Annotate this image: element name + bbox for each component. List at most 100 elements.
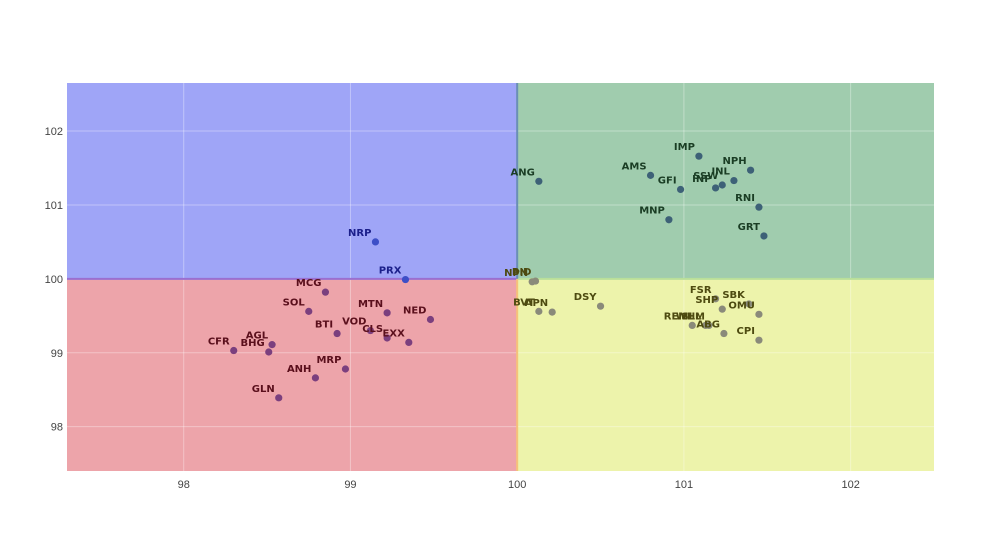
data-point[interactable] [711,295,720,303]
point-label: DSY [574,292,598,303]
point-label: CLS [362,324,383,335]
point-label: INL [711,167,730,178]
x-tick-label: 99 [344,479,356,491]
point-label: EXX [383,328,406,339]
data-point[interactable] [755,203,763,211]
x-tick-label: 102 [841,479,859,491]
data-point[interactable] [548,308,556,316]
data-point[interactable] [535,307,543,315]
quadrant-top-right [517,83,934,279]
point-label: SHP [695,295,718,306]
quadrant-backgrounds [67,83,934,471]
point-label: GFI [658,175,677,186]
data-point[interactable] [711,184,720,192]
data-point[interactable] [755,310,763,318]
point-label: CPI [737,326,755,337]
point-label: MTN [358,299,383,310]
data-point[interactable] [401,275,410,284]
point-label: AGL [246,331,269,342]
data-point[interactable] [535,177,543,185]
data-point[interactable] [366,326,375,335]
point-label: BTI [315,320,333,331]
data-point[interactable] [720,329,728,338]
point-label: MRP [316,355,341,366]
quadrant-dividers [67,83,934,471]
point-label: NRP [348,228,371,239]
data-point[interactable] [383,334,391,342]
point-label: ANG [511,167,535,178]
point-label: GLN [252,384,275,395]
point-label: INP [692,174,711,185]
point-label: MNP [639,206,665,217]
point-label: SSW [693,171,718,182]
point-label: BVT [513,297,535,308]
data-point[interactable] [371,238,380,246]
point-label: SBK [722,290,746,301]
x-tick-label: 100 [508,479,526,491]
x-axis-ticks: 98 99 100 101 102 [178,479,860,491]
data-point[interactable] [230,346,238,355]
data-point[interactable] [268,341,276,349]
y-tick-label: 102 [45,126,63,138]
quadrant-bottom-left [67,278,518,471]
point-label: SLM [681,311,705,322]
point-label: AMS [622,161,647,172]
point-label: NPN [504,268,528,279]
point-label: SOL [283,297,306,308]
point-label: NED [403,305,427,316]
data-point[interactable] [760,232,768,240]
point-label: NPH [723,156,747,167]
data-point[interactable] [341,365,350,373]
data-point[interactable] [383,309,391,317]
point-label: OMU [728,300,755,311]
point-label: APN [525,298,548,309]
data-point[interactable] [665,216,673,224]
data-point[interactable] [426,315,435,324]
point-label: CFR [208,337,230,348]
data-point[interactable] [646,171,655,179]
y-tick-label: 101 [45,200,63,212]
point-label: REM [664,311,689,322]
data-point[interactable] [755,336,763,344]
y-tick-label: 99 [51,348,63,360]
point-label: WHL [676,311,702,322]
y-tick-label: 98 [51,422,63,434]
data-point[interactable] [305,307,313,315]
point-label: PRX [379,266,402,277]
data-point[interactable] [321,288,330,296]
data-point[interactable] [718,305,726,313]
data-point[interactable] [730,176,738,185]
point-label: BID [512,267,532,278]
point-label: ABG [696,320,720,331]
data-point[interactable] [746,166,755,174]
data-point[interactable] [705,321,713,330]
point-label: MCG [296,278,322,289]
data-point[interactable] [676,185,685,194]
y-tick-label: 100 [45,274,63,286]
y-axis-ticks: 98 99 100 101 102 [45,126,63,434]
data-point[interactable] [311,374,320,382]
data-point[interactable] [275,394,283,402]
quadrant-top-left [67,83,518,279]
point-label: ANH [287,364,311,375]
data-point[interactable] [688,321,696,330]
quadrant-bottom-right [517,278,934,471]
x-tick-label: 101 [675,479,693,491]
data-point[interactable] [531,277,540,285]
data-point[interactable] [695,152,703,160]
data-point[interactable] [333,329,341,338]
data-point[interactable] [596,302,605,310]
point-label: BHG [241,338,265,349]
point-label: VOD [342,317,366,328]
point-label: RNI [735,193,755,204]
data-point[interactable] [745,300,753,308]
data-point[interactable] [405,338,413,347]
data-point[interactable] [718,181,726,189]
point-label: IMP [674,142,695,153]
x-tick-label: 98 [178,479,190,491]
point-label: GRT [738,222,760,233]
point-label: FSR [690,285,712,296]
data-point[interactable] [265,348,273,356]
